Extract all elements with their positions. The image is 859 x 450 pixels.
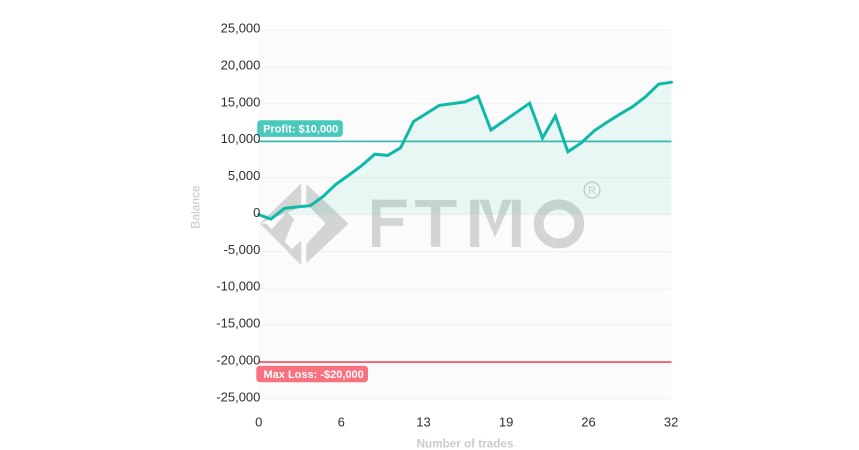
svg-text:15,000: 15,000 — [221, 94, 261, 109]
svg-text:32: 32 — [664, 414, 678, 429]
svg-text:10,000: 10,000 — [221, 131, 261, 146]
svg-text:26: 26 — [581, 414, 595, 429]
svg-text:-10,000: -10,000 — [216, 279, 260, 294]
svg-text:-20,000: -20,000 — [216, 353, 260, 368]
svg-text:25,000: 25,000 — [221, 21, 261, 36]
svg-text:20,000: 20,000 — [221, 58, 261, 73]
svg-text:-5,000: -5,000 — [224, 242, 261, 257]
svg-text:5,000: 5,000 — [228, 168, 261, 183]
svg-text:Profit: $10,000: Profit: $10,000 — [263, 124, 338, 136]
svg-text:-25,000: -25,000 — [216, 389, 260, 404]
svg-text:Number of trades: Number of trades — [417, 437, 514, 450]
svg-text:19: 19 — [499, 414, 513, 429]
svg-text:R: R — [588, 185, 596, 197]
svg-text:Max Loss: -$20,000: Max Loss: -$20,000 — [264, 369, 364, 381]
svg-text:-15,000: -15,000 — [216, 316, 260, 331]
svg-text:0: 0 — [253, 205, 260, 220]
svg-text:6: 6 — [338, 414, 345, 429]
svg-text:0: 0 — [255, 414, 262, 429]
svg-text:Balance: Balance — [189, 185, 203, 229]
svg-text:13: 13 — [416, 414, 430, 429]
